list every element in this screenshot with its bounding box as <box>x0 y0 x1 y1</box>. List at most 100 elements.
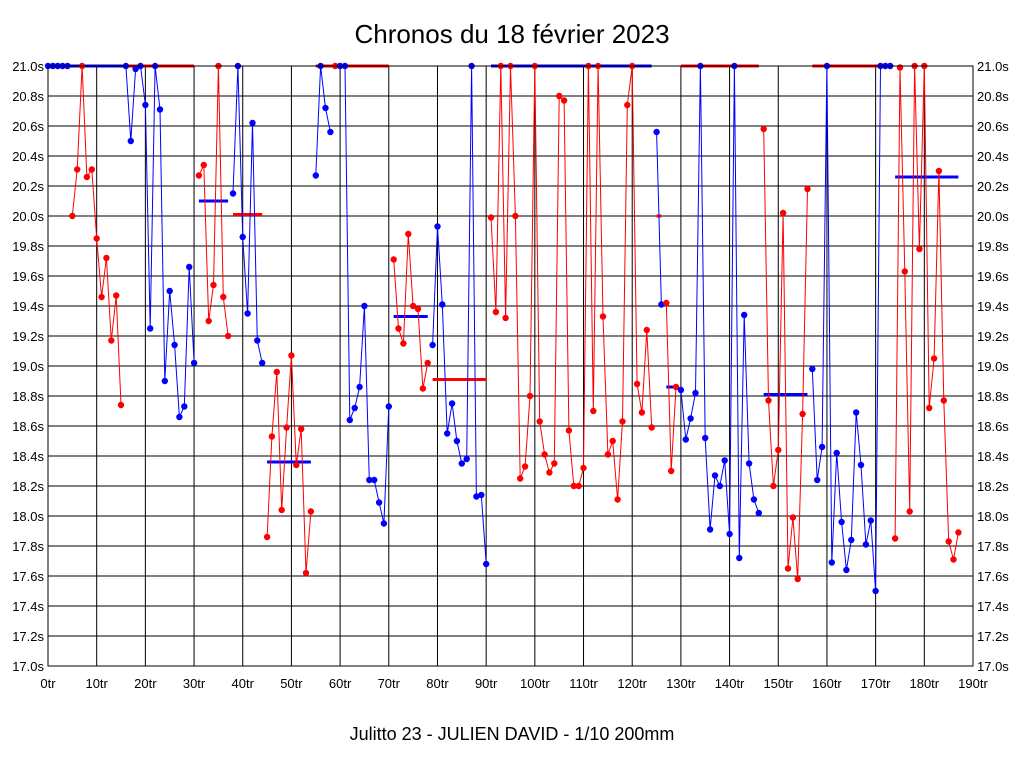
x-tick-label: 150tr <box>763 676 793 691</box>
data-point <box>307 508 315 515</box>
x-tick-label: 100tr <box>520 676 550 691</box>
data-point <box>458 460 465 467</box>
data-point <box>268 433 276 440</box>
series <box>336 62 392 527</box>
series <box>760 125 811 583</box>
data-point <box>745 460 753 467</box>
data-point <box>814 476 821 484</box>
data-point <box>945 538 952 545</box>
data-point <box>575 482 582 490</box>
data-point <box>288 352 295 359</box>
data-point <box>98 293 105 301</box>
data-point <box>171 341 178 349</box>
y-tick-label-left: 17.0s <box>12 659 44 674</box>
y-tick-label-right: 19.6s <box>977 269 1009 284</box>
data-point <box>926 404 933 412</box>
data-point <box>940 397 947 404</box>
data-point <box>273 368 280 376</box>
data-point <box>706 526 714 533</box>
data-point <box>955 529 962 536</box>
data-point <box>565 427 573 434</box>
data-point <box>400 340 407 347</box>
x-tick-label: 190tr <box>958 676 988 691</box>
x-tick-label: 40tr <box>232 676 255 691</box>
series-group <box>44 62 962 595</box>
y-tick-label-left: 20.0s <box>12 209 44 224</box>
data-point <box>283 424 290 431</box>
x-tick-label: 180tr <box>909 676 939 691</box>
data-point <box>190 359 198 367</box>
y-tick-label-left: 20.2s <box>12 179 44 194</box>
y-tick-label-left: 18.2s <box>12 479 44 494</box>
data-point <box>186 263 193 271</box>
data-point <box>419 385 427 392</box>
y-tick-label-right: 18.4s <box>977 449 1009 464</box>
data-point <box>755 509 762 517</box>
y-tick-label-right: 19.2s <box>977 329 1009 344</box>
data-point <box>351 404 358 412</box>
data-point <box>83 173 91 181</box>
y-tick-label-left: 18.4s <box>12 449 44 464</box>
data-point <box>658 301 665 308</box>
data-point <box>930 355 938 362</box>
data-point <box>259 359 266 367</box>
data-point <box>609 437 616 445</box>
data-point <box>775 446 782 454</box>
y-tick-label-right: 18.6s <box>977 419 1009 434</box>
data-point <box>843 566 850 574</box>
data-point <box>862 541 870 548</box>
x-tick-label: 70tr <box>378 676 401 691</box>
y-tick-label-right: 18.8s <box>977 389 1009 404</box>
series-line <box>340 65 390 524</box>
data-point <box>156 106 164 113</box>
data-point <box>103 254 110 262</box>
y-tick-label-left: 17.6s <box>12 569 44 584</box>
data-point <box>434 223 441 230</box>
data-point <box>278 506 285 514</box>
y-tick-label-right: 17.2s <box>977 629 1009 644</box>
data-point <box>249 119 256 127</box>
y-tick-label-left: 18.6s <box>12 419 44 434</box>
data-point <box>560 97 568 104</box>
data-point <box>181 403 188 410</box>
data-point <box>88 166 96 173</box>
x-tick-label: 80tr <box>426 676 449 691</box>
series-line <box>490 65 653 500</box>
data-point <box>487 214 495 221</box>
data-point <box>546 469 553 476</box>
data-point <box>521 463 529 470</box>
y-tick-label-left: 21.0s <box>12 59 44 74</box>
data-point <box>794 575 801 583</box>
data-point <box>439 301 446 308</box>
x-tick-label: 130tr <box>666 676 696 691</box>
data-point <box>166 287 173 295</box>
series <box>677 62 762 562</box>
y-tick-label-right: 17.6s <box>977 569 1009 584</box>
data-point <box>789 514 797 521</box>
series-line <box>656 131 662 305</box>
series-line <box>266 355 312 574</box>
data-point <box>590 407 597 415</box>
data-point <box>896 64 904 71</box>
data-point <box>872 587 879 595</box>
y-tick-label-left: 18.0s <box>12 509 44 524</box>
data-point <box>414 305 422 313</box>
data-point <box>293 461 300 469</box>
series-line <box>894 65 959 560</box>
data-point <box>950 556 957 563</box>
data-point <box>643 326 650 334</box>
data-point <box>556 92 563 100</box>
data-point <box>385 403 392 410</box>
data-point <box>517 475 524 482</box>
y-tick-label-right: 20.2s <box>977 179 1009 194</box>
y-tick-label-right: 19.0s <box>977 359 1009 374</box>
data-point <box>205 317 212 325</box>
data-point <box>229 190 237 197</box>
y-tick-label-right: 20.8s <box>977 89 1009 104</box>
y-tick-label-right: 17.0s <box>977 659 1009 674</box>
y-tick-label-left: 19.6s <box>12 269 44 284</box>
data-point <box>463 455 470 463</box>
data-point <box>117 401 125 409</box>
data-point <box>891 535 899 542</box>
x-tick-label: 10tr <box>85 676 108 691</box>
